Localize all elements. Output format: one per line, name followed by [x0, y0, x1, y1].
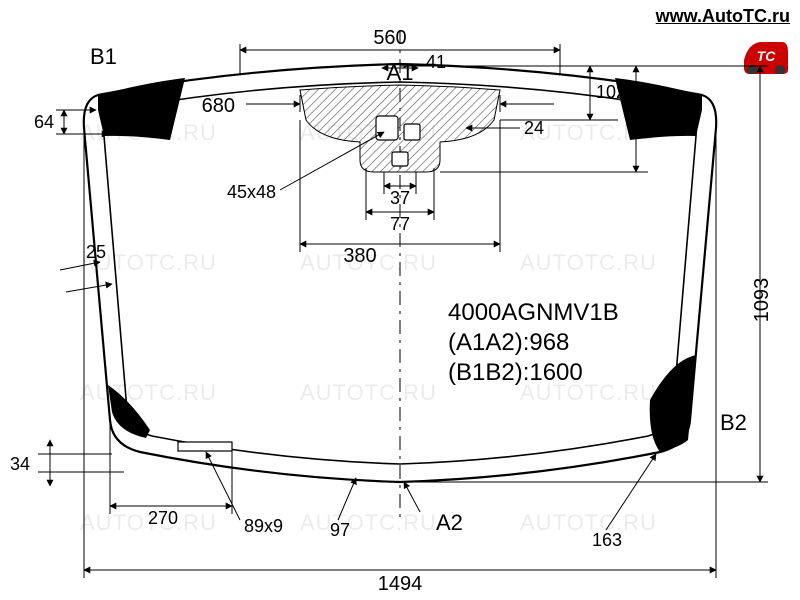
corner-right-top	[615, 78, 702, 140]
sensor-window	[376, 116, 398, 140]
dim-41: 41	[426, 52, 446, 72]
ref-b1: B1	[90, 44, 117, 69]
dim-1494: 1494	[378, 573, 423, 595]
dim-89x9: 89x9	[244, 516, 283, 536]
dim-1093: 1093	[751, 278, 773, 323]
dim-24: 24	[524, 118, 544, 138]
ref-a2: A2	[436, 510, 463, 535]
dim-380: 380	[343, 245, 376, 267]
part-a1a2: (A1A2):968	[448, 329, 569, 356]
vin-window	[178, 442, 232, 451]
part-b1b2: (B1B2):1600	[448, 359, 583, 386]
dim-163: 163	[592, 530, 622, 550]
dim-37: 37	[390, 188, 410, 208]
windshield-diagram: 560 A1 41 680 102 170 24 45x48 37 77 380…	[0, 0, 800, 600]
ref-a1: A1	[387, 60, 414, 85]
dim-270: 270	[148, 508, 178, 528]
dim-25: 25	[86, 242, 106, 262]
corner-b2	[650, 355, 696, 452]
dim-34: 34	[10, 454, 30, 474]
dim-560: 560	[373, 27, 406, 49]
corner-b1	[98, 78, 185, 140]
ref-b2: B2	[720, 410, 747, 435]
dim-102: 102	[596, 82, 626, 102]
corner-left-bottom	[108, 385, 150, 438]
dim-45x48: 45x48	[227, 182, 276, 202]
dim-170: 170	[642, 110, 672, 130]
part-code: 4000AGNMV1B	[448, 299, 619, 326]
dim-97: 97	[330, 520, 350, 540]
dim-77: 77	[390, 214, 410, 234]
dim-680: 680	[202, 95, 235, 117]
dim-64: 64	[34, 112, 54, 132]
camera-window	[404, 124, 420, 140]
mirror-mount	[392, 152, 408, 166]
